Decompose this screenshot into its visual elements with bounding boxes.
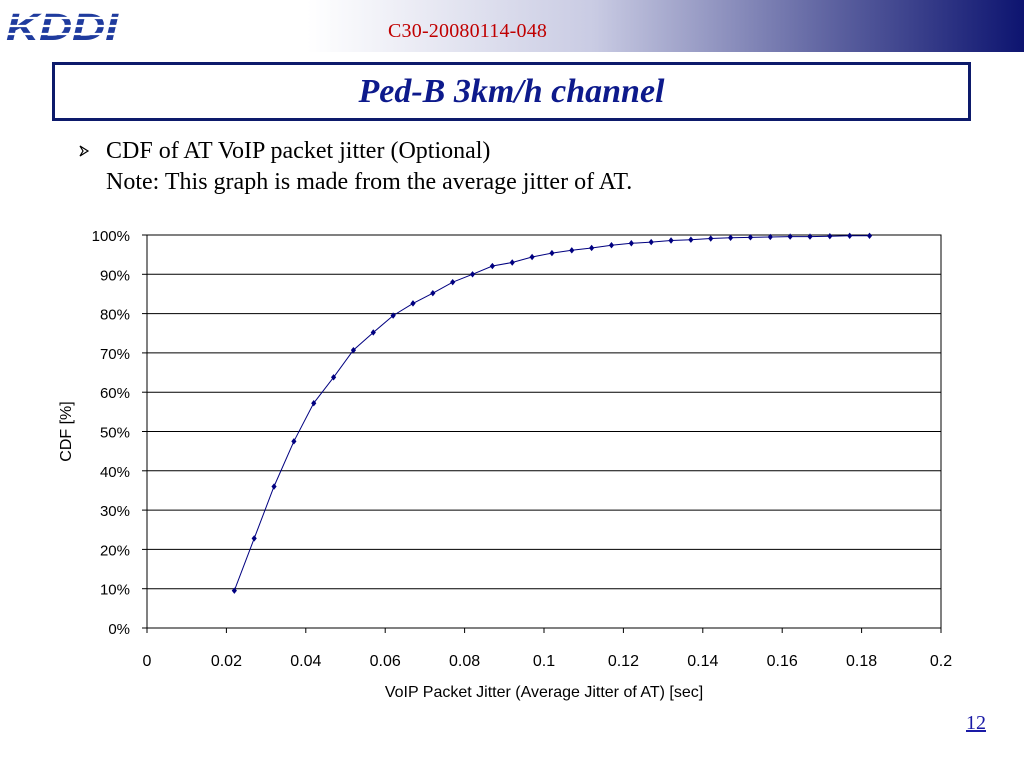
data-point-marker bbox=[251, 535, 257, 542]
x-tick-label: 0.12 bbox=[608, 653, 639, 670]
x-tick-label: 0.06 bbox=[370, 653, 401, 670]
data-point-marker bbox=[549, 249, 555, 257]
data-point-marker bbox=[866, 232, 873, 239]
data-point-marker bbox=[608, 242, 615, 249]
x-tick-label: 0.02 bbox=[211, 653, 242, 670]
x-tick-label: 0 bbox=[143, 653, 152, 670]
data-point-marker bbox=[708, 235, 714, 242]
bullet-text: CDF of AT VoIP packet jitter (Optional) … bbox=[106, 136, 632, 198]
y-tick-label: 60% bbox=[100, 385, 130, 402]
data-point-marker bbox=[628, 240, 634, 247]
bullet-line-1: CDF of AT VoIP packet jitter (Optional) bbox=[106, 138, 491, 164]
data-point-marker bbox=[747, 234, 754, 241]
cdf-series-line bbox=[233, 235, 870, 591]
y-tick-label: 30% bbox=[100, 503, 130, 520]
data-point-marker bbox=[370, 329, 376, 336]
data-point-marker bbox=[291, 438, 297, 445]
kddi-logo: KDDI bbox=[6, 7, 122, 46]
y-tick-label: 70% bbox=[100, 346, 130, 363]
data-point-marker bbox=[688, 236, 694, 243]
y-tick-label: 80% bbox=[100, 307, 130, 324]
y-tick-label: 0% bbox=[108, 621, 130, 638]
chart-ticks: 0% 10% 20% 30% 40% 50% 60% 70% 80% 90% 100% 0 0.02 0.… bbox=[92, 228, 953, 670]
data-point-marker bbox=[271, 483, 277, 490]
data-point-marker bbox=[450, 278, 456, 286]
y-tick-label: 10% bbox=[100, 582, 130, 599]
y-tick-label: 100% bbox=[92, 228, 130, 245]
x-tick-label: 0.18 bbox=[846, 653, 877, 670]
data-point-marker bbox=[807, 233, 813, 240]
data-point-marker bbox=[827, 232, 833, 240]
header-bar: KDDI C30-20080114-048 bbox=[0, 0, 1024, 52]
page-number-link[interactable]: 12 bbox=[966, 712, 986, 734]
data-point-marker bbox=[330, 374, 337, 381]
data-point-marker bbox=[589, 244, 595, 252]
x-axis-label: VoIP Packet Jitter (Average Jitter of AT… bbox=[385, 684, 703, 701]
x-tick-label: 0.04 bbox=[290, 653, 321, 670]
y-tick-label: 40% bbox=[100, 464, 130, 481]
y-axis-label: CDF [%] bbox=[58, 401, 75, 461]
chart-gridlines bbox=[147, 234, 941, 629]
x-tick-label: 0.16 bbox=[767, 653, 798, 670]
data-point-marker bbox=[311, 400, 317, 407]
data-point-marker bbox=[489, 262, 495, 270]
slide-title: Ped-B 3km/h channel bbox=[358, 72, 665, 110]
bullet-line-2: Note: This graph is made from the averag… bbox=[106, 169, 633, 195]
data-point-marker bbox=[727, 234, 734, 241]
y-tick-label: 90% bbox=[100, 267, 130, 284]
arrow-bullet-icon bbox=[78, 145, 90, 162]
x-tick-label: 0.08 bbox=[449, 653, 480, 670]
data-point-marker bbox=[847, 232, 853, 239]
y-tick-label: 20% bbox=[100, 542, 130, 559]
data-point-marker bbox=[569, 247, 575, 254]
data-point-marker bbox=[529, 253, 535, 261]
x-tick-label: 0.1 bbox=[533, 653, 555, 670]
data-point-marker bbox=[350, 346, 357, 354]
data-point-marker bbox=[469, 271, 476, 278]
data-point-marker bbox=[410, 300, 416, 307]
data-point-marker bbox=[767, 233, 773, 241]
data-point-marker bbox=[231, 587, 237, 594]
data-point-marker bbox=[787, 233, 793, 240]
data-point-marker bbox=[509, 259, 515, 266]
x-tick-label: 0.2 bbox=[930, 653, 952, 670]
y-tick-label: 50% bbox=[100, 425, 130, 442]
data-point-marker bbox=[648, 238, 654, 246]
data-point-marker bbox=[390, 312, 396, 319]
data-point-marker bbox=[430, 289, 436, 297]
data-point-marker bbox=[668, 237, 674, 244]
x-tick-label: 0.14 bbox=[687, 653, 718, 670]
chart-series bbox=[231, 232, 873, 594]
slide-title-box: Ped-B 3km/h channel bbox=[52, 62, 971, 121]
document-id: C30-20080114-048 bbox=[388, 20, 548, 42]
